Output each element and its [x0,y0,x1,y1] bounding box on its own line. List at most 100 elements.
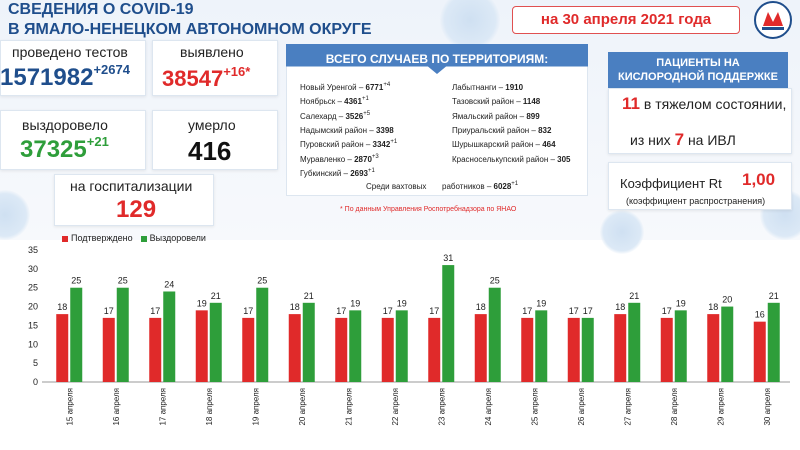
bar-confirmed [56,314,69,382]
territory-item: Пуровский район – 3342+1 [300,139,397,150]
recovered-value: 37325+21 [20,134,109,164]
detected-label: выявлено [180,44,244,60]
territory-name: Тазовский район – [452,97,523,107]
bar-recovered [767,302,780,382]
bar-confirmed [102,317,115,382]
rt-value: 1,00 [742,170,776,189]
x-tick-label: 25 апреля [530,388,539,426]
territory-name: Шурышкарский район – [452,140,543,150]
data-label-recovered: 31 [443,253,453,263]
territory-value: 3342 [372,140,391,150]
watch-label-a: Среди вахтовых [366,182,427,191]
tests-value: 1571982+2674 [0,62,130,92]
virus-decoration [440,0,500,50]
data-label-confirmed: 18 [708,302,718,312]
recovered-card [0,110,146,170]
territory-name: Лабытнанги – [452,83,506,92]
territory-delta: +5 [363,110,371,117]
bar-confirmed [521,317,534,382]
detected-delta: +16* [223,64,251,79]
bar-confirmed [242,317,255,382]
detected-value: 38547+16* [162,64,251,92]
y-tick-label: 30 [28,264,38,274]
territory-item: Новый Уренгой – 6771+4 [300,82,390,92]
rt-note: (коэффициент распространения) [626,196,766,206]
data-label-confirmed: 18 [57,302,67,312]
x-tick-label: 20 апреля [298,388,307,426]
legend-label-confirmed: Подтверждено [71,233,133,243]
y-tick-label: 25 [28,283,38,293]
data-label-confirmed: 17 [522,306,532,316]
territory-name: Новый Уренгой – [300,83,366,92]
data-label-recovered: 25 [71,276,81,286]
territory-value: 2693 [350,168,368,178]
data-label-confirmed: 17 [243,306,253,316]
data-label-recovered: 19 [350,298,360,308]
x-tick-label: 19 апреля [251,388,260,426]
bar-confirmed [149,317,162,382]
territory-value: 2870 [354,154,372,164]
bar-confirmed [381,317,394,382]
data-label-confirmed: 17 [336,306,346,316]
watch-label-b: работников – [442,182,492,191]
tests-number: 1571982 [0,64,94,91]
hosp-label: на госпитализации [70,178,193,194]
y-tick-label: 5 [33,358,38,368]
bar-confirmed [707,314,720,382]
bar-recovered [349,310,362,382]
ivl-prefix: из них [630,132,671,148]
territory-item: Ямальский район – 899 [452,112,540,121]
bar-recovered [488,287,501,382]
detected-card [152,40,278,96]
data-label-recovered: 19 [536,298,546,308]
data-label-confirmed: 17 [104,306,114,316]
bar-recovered [721,306,734,382]
died-card [152,110,278,170]
x-tick-label: 21 апреля [344,388,353,426]
territory-item: Губкинский – 2693+1 [300,168,375,178]
y-tick-label: 0 [33,377,38,387]
data-label-recovered: 17 [583,306,593,316]
virus-decoration [600,210,644,254]
bar-recovered [163,291,176,382]
severe-row: 11 в тяжелом состоянии, [622,94,786,114]
territory-name: Приуральский район – [452,125,539,135]
territory-value: 464 [542,140,556,150]
recovered-delta: +21 [86,134,109,149]
x-tick-label: 26 апреля [577,388,586,426]
territory-item: Шурышкарский район – 464 [452,140,556,149]
y-tick-label: 15 [28,320,38,330]
severe-value: 11 [622,94,640,113]
bar-recovered [256,287,269,382]
data-label-confirmed: 17 [383,306,393,316]
data-label-recovered: 19 [676,298,686,308]
bar-recovered [116,287,129,382]
legend-item-confirmed: Подтверждено [62,233,133,243]
territory-value: 3526 [345,111,364,121]
recovered-label: выздоровело [22,117,108,133]
data-label-confirmed: 18 [615,302,625,312]
x-tick-label: 15 апреля [65,388,74,426]
territory-name: Муравленко – [300,154,355,164]
bar-confirmed [335,317,348,382]
data-label-recovered: 21 [211,291,221,301]
territory-item: Муравленко – 2870+3 [300,153,379,164]
bar-confirmed [428,317,441,382]
data-label-confirmed: 17 [662,306,672,316]
legend-swatch-recovered [140,235,147,242]
date-badge: на 30 апреля 2021 года [512,6,740,34]
data-label-confirmed: 16 [755,310,765,320]
data-label-confirmed: 17 [429,306,439,316]
bar-confirmed [567,317,580,382]
bar-recovered [628,302,641,382]
died-value: 416 [188,136,232,166]
bar-recovered [395,310,408,382]
bar-confirmed [288,314,301,382]
y-tick-label: 35 [28,245,38,255]
x-tick-label: 16 апреля [112,388,121,426]
territory-value: 899 [526,111,540,121]
territory-delta: +3 [371,153,379,160]
territory-item: Надымский район – 3398 [300,126,394,135]
tests-delta: +2674 [93,62,130,77]
bar-recovered [674,310,687,382]
